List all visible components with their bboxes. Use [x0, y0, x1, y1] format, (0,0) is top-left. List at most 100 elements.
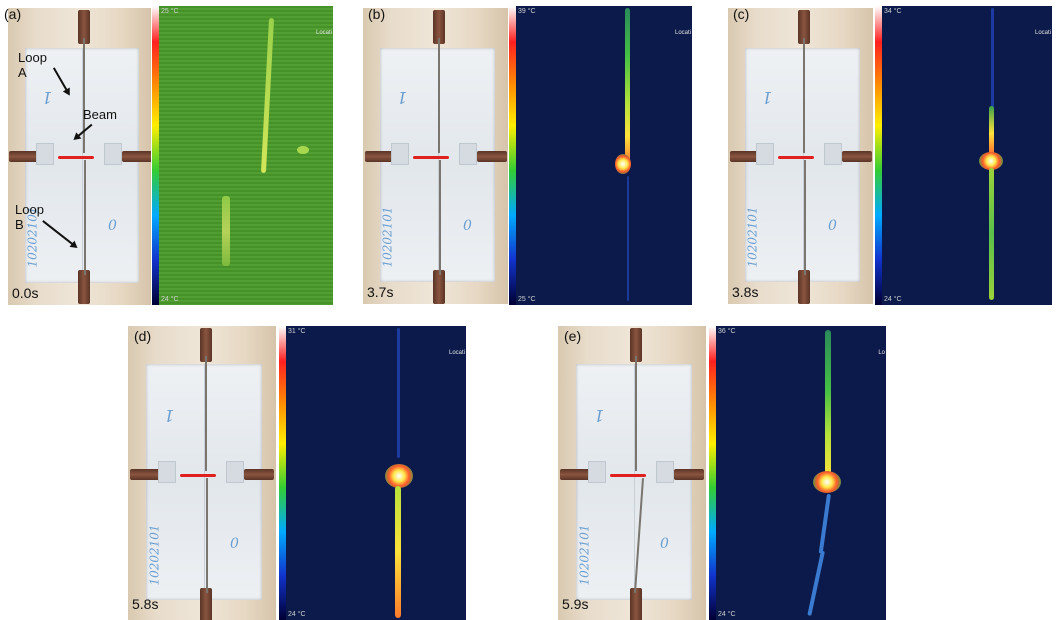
temp-max-label: 25 °C — [161, 8, 179, 15]
photo-d: 1 0 10202101 5.8s — [128, 326, 276, 620]
thermal-colorbar — [875, 6, 882, 305]
timestamp: 3.8s — [732, 284, 759, 300]
clamp-right — [244, 469, 274, 480]
paper-digit: 0 — [828, 218, 837, 234]
temp-min-label: 24 °C — [718, 611, 736, 618]
photo-b: 1 0 10202101 3.7s — [363, 8, 508, 304]
beam-red-line — [413, 156, 449, 159]
paper-sheet — [380, 48, 495, 282]
loop-b-wire — [804, 160, 806, 275]
paper-digit: 1 — [762, 88, 773, 107]
photo-a: 1 0 10202101 0.0s — [8, 8, 151, 305]
paper-tab — [391, 143, 409, 165]
panel-label: (a) — [4, 6, 22, 22]
loop-a-wire — [83, 38, 85, 153]
loop-b-wire — [439, 160, 441, 275]
clamp-left — [130, 469, 160, 480]
faint-trace — [991, 8, 994, 108]
hot-spot — [297, 146, 309, 154]
hot-trace — [825, 330, 831, 480]
clamp-top — [433, 10, 445, 44]
beam-red-line — [778, 156, 814, 159]
paper-tab — [36, 143, 54, 165]
location-label: Locati — [1034, 30, 1051, 36]
clamp-right — [674, 469, 704, 480]
thermal-image-a: 25 °C 24 °C Locati — [152, 6, 333, 305]
clamp-right — [842, 151, 872, 162]
clamp-bottom — [433, 270, 445, 304]
paper-tab — [588, 461, 606, 483]
location-label: Lo — [878, 350, 885, 356]
clamp-left — [9, 151, 39, 162]
temp-min-label: 24 °C — [161, 296, 179, 303]
thermal-colorbar — [152, 6, 159, 305]
panel-label: (b) — [368, 6, 386, 22]
thermal-image-e: 36 °C 24 °C Lo — [709, 326, 886, 620]
clamp-bottom — [798, 270, 810, 304]
temp-min-label: 25 °C — [518, 296, 536, 303]
paper-sheet — [745, 48, 860, 282]
timestamp: 0.0s — [12, 285, 39, 301]
timestamp: 5.8s — [132, 596, 159, 612]
loop-a-wire — [205, 356, 207, 471]
loop-a-wire — [803, 38, 805, 153]
timestamp: 5.9s — [562, 596, 589, 612]
hot-spot — [813, 471, 841, 493]
paper-serial: 10202101 — [745, 206, 760, 268]
location-label: Locati — [448, 350, 465, 356]
paper-serial: 10202101 — [380, 206, 395, 268]
panel-label: (d) — [134, 328, 152, 344]
clamp-bottom — [200, 588, 212, 620]
clamp-right — [477, 151, 507, 162]
temp-max-label: 39 °C — [518, 8, 536, 15]
paper-tab — [459, 143, 477, 165]
photo-e: 1 0 10202101 5.9s — [558, 326, 706, 620]
thermal-image-c: 34 °C 24 °C Locati — [875, 6, 1052, 305]
paper-digit: 1 — [42, 88, 53, 107]
hot-trace — [989, 168, 994, 300]
faint-trace — [627, 176, 629, 301]
temp-max-label: 36 °C — [718, 328, 736, 335]
clamp-top — [200, 328, 212, 362]
location-label: Locati — [674, 30, 691, 36]
annotation-beam: Beam — [83, 107, 117, 122]
loop-b-wire — [84, 160, 86, 275]
paper-digit: 1 — [397, 88, 408, 107]
clamp-left — [560, 469, 590, 480]
temp-max-label: 34 °C — [884, 8, 902, 15]
paper-digit: 1 — [164, 406, 175, 425]
paper-digit: 0 — [108, 218, 117, 234]
hot-trace — [818, 493, 831, 554]
thermal-image-b: 39 °C 25 °C Locati — [509, 6, 692, 305]
photo-c: 1 0 10202101 3.8s — [728, 8, 873, 304]
paper-tab — [226, 461, 244, 483]
loop-b-wire — [206, 478, 208, 593]
thermal-colorbar — [709, 326, 716, 620]
hot-spot — [385, 464, 413, 488]
paper-digit: 0 — [463, 218, 472, 234]
hot-spot — [615, 154, 631, 174]
paper-tab — [158, 461, 176, 483]
timestamp: 3.7s — [367, 284, 394, 300]
paper-tab — [656, 461, 674, 483]
thermal-colorbar — [279, 326, 286, 620]
clamp-top — [630, 328, 642, 362]
hot-trace — [395, 486, 401, 618]
paper-digit: 0 — [660, 536, 669, 552]
loop-a-wire — [635, 356, 637, 471]
hot-trace — [222, 196, 230, 266]
clamp-left — [730, 151, 760, 162]
panel-label: (e) — [564, 328, 582, 344]
hot-spot — [979, 152, 1003, 170]
paper-digit: 1 — [594, 406, 605, 425]
clamp-left — [365, 151, 395, 162]
paper-serial: 10202101 — [577, 524, 592, 586]
hot-trace — [989, 106, 994, 161]
clamp-bottom — [630, 588, 642, 620]
thermal-colorbar — [509, 6, 516, 305]
hot-trace — [625, 8, 630, 168]
location-label: Locati — [315, 30, 332, 36]
clamp-bottom — [78, 270, 90, 304]
thermal-image-d: 31 °C 24 °C Locati — [279, 326, 466, 620]
annotation-loop-a: Loop A — [18, 50, 47, 80]
